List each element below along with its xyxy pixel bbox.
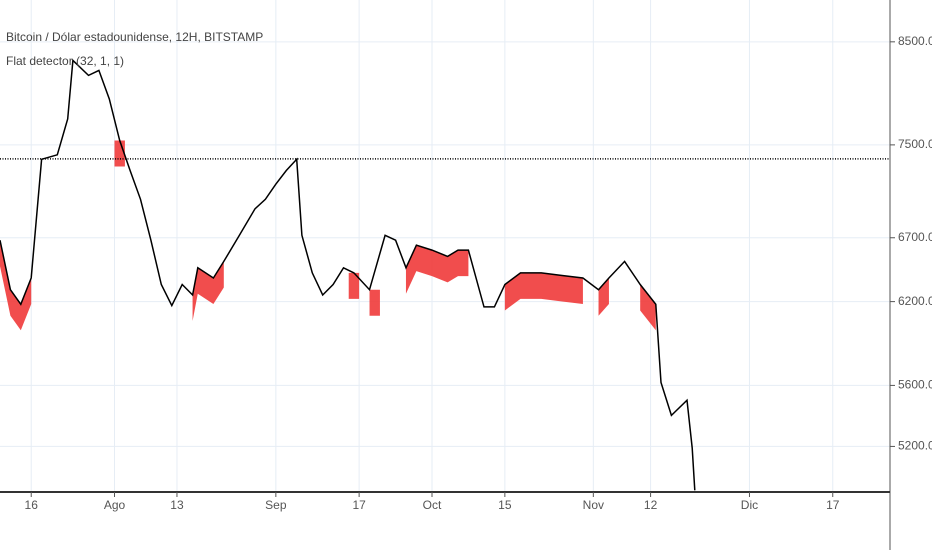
- flat-zone: [405, 245, 469, 294]
- x-tick-label: Sep: [265, 498, 287, 512]
- flat-zone: [192, 261, 224, 321]
- flat-zone: [369, 289, 380, 316]
- flat-zone: [504, 272, 583, 311]
- x-tick-label: 15: [498, 498, 512, 512]
- x-tick-label: 17: [826, 498, 840, 512]
- x-tick-label: Dic: [741, 498, 758, 512]
- x-tick-label: 17: [352, 498, 366, 512]
- y-tick-label: 8500.00: [898, 34, 932, 48]
- chart-title: Bitcoin / Dólar estadounidense, 12H, BIT…: [6, 30, 263, 44]
- x-tick-label: Oct: [423, 498, 442, 512]
- x-tick-label: 12: [644, 498, 658, 512]
- y-tick-label: 5600.00: [898, 378, 932, 392]
- x-tick-label: 16: [25, 498, 39, 512]
- x-tick-label: 13: [170, 498, 184, 512]
- flat-zone: [0, 240, 32, 331]
- y-tick-label: 6700.00: [898, 230, 932, 244]
- y-tick-label: 6200.00: [898, 294, 932, 308]
- y-tick-label: 5200.00: [898, 439, 932, 453]
- y-tick-label: 7500.00: [898, 137, 932, 151]
- indicator-label: Flat detector (32, 1, 1): [6, 54, 124, 68]
- flat-zone: [640, 284, 656, 331]
- flat-zone: [114, 140, 125, 167]
- price-line: [0, 58, 696, 491]
- flat-zone: [348, 272, 360, 299]
- x-tick-label: Ago: [104, 498, 126, 512]
- x-tick-label: Nov: [583, 498, 604, 512]
